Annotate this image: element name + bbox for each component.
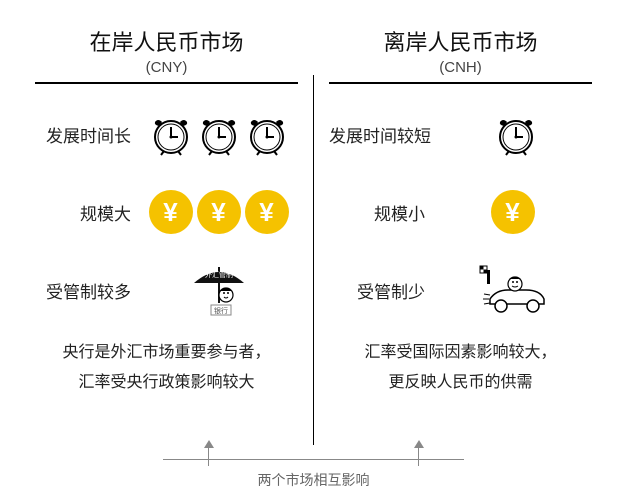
umbrella-icon [184,263,254,318]
feature-icons [139,111,298,157]
feature-row: 规模大¥¥¥ [35,182,298,242]
yen-icon: ¥ [245,190,289,234]
comparison-container: 在岸人民币市场 (CNY) 发展时间长规模大¥¥¥受管制较多 央行是外汇市场重要… [0,0,627,420]
feature-row: 规模小 ¥ [329,182,592,242]
right-subtitle: (CNH) [329,59,592,76]
arrow-right [414,440,424,466]
feature-label: 受管制少 [329,278,425,303]
yen-icon: ¥ [149,190,193,234]
left-description: 央行是外汇市场重要参与者， 汇率受央行政策影响较大 [35,338,298,399]
clock-icon [245,111,289,157]
feature-row: 发展时间较短 [329,104,592,164]
left-rows: 发展时间长规模大¥¥¥受管制较多 [35,104,298,320]
footer-connector [163,459,464,460]
right-divider [329,82,592,84]
footer: 两个市场相互影响 [0,438,627,490]
clock-icon [149,111,193,157]
feature-row: 受管制少 [329,260,592,320]
feature-icons [439,111,592,157]
clock-icon [494,111,538,157]
feature-label: 受管制较多 [35,278,131,303]
feature-label: 发展时间长 [35,122,131,147]
feature-label: 规模大 [35,200,131,225]
clock-icon [197,111,241,157]
left-desc-line1: 央行是外汇市场重要参与者， [35,338,298,368]
right-desc-line2: 更反映人民币的供需 [329,368,592,398]
yen-icon: ¥ [491,190,535,234]
right-desc-line1: 汇率受国际因素影响较大， [329,338,592,368]
feature-label: 规模小 [329,200,425,225]
feature-icons: ¥¥¥ [139,190,298,234]
feature-icons [139,263,298,318]
feature-icons: ¥ [433,190,592,234]
yen-icon: ¥ [197,190,241,234]
feature-label: 发展时间较短 [329,122,431,147]
arrow-left [204,440,214,466]
right-description: 汇率受国际因素影响较大， 更反映人民币的供需 [329,338,592,399]
footer-arrows [0,438,627,466]
feature-icons [433,264,592,316]
left-column: 在岸人民币市场 (CNY) 发展时间长规模大¥¥¥受管制较多 央行是外汇市场重要… [35,25,313,420]
left-divider [35,82,298,84]
right-title: 离岸人民币市场 [329,25,592,57]
left-subtitle: (CNY) [35,59,298,76]
racecar-icon [478,264,548,316]
right-column: 离岸人民币市场 (CNH) 发展时间较短规模小 ¥ 受管制少 汇率受国际因素影响较大… [314,25,592,420]
feature-row: 发展时间长 [35,104,298,164]
feature-row: 受管制较多 [35,260,298,320]
footer-label: 两个市场相互影响 [0,470,627,490]
left-desc-line2: 汇率受央行政策影响较大 [35,368,298,398]
right-rows: 发展时间较短规模小 ¥ 受管制少 [329,104,592,320]
left-title: 在岸人民币市场 [35,25,298,57]
